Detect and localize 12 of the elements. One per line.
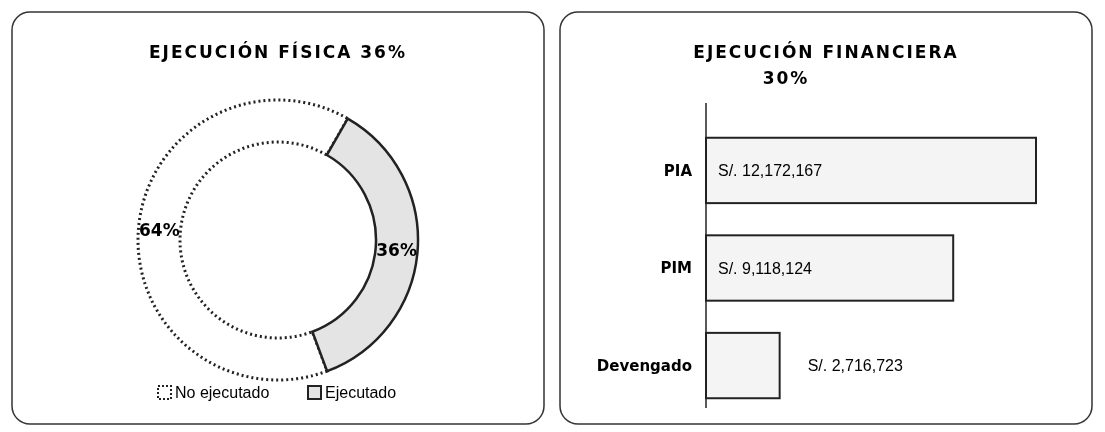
data-label: S/. 2,716,723 xyxy=(807,357,903,375)
data-label: 36% xyxy=(376,239,417,260)
data-label: 64% xyxy=(139,220,180,241)
data-label: S/. 12,172,167 xyxy=(718,162,823,180)
y-tick-label: Devengado xyxy=(596,356,692,375)
chart-title: EJECUCIÓN FINANCIERA 30% xyxy=(693,41,959,88)
data-label: S/. 9,118,124 xyxy=(718,259,813,277)
legend-label: Ejecutado xyxy=(325,384,397,401)
y-tick-label: PIM xyxy=(660,259,692,278)
chart-title: EJECUCIÓN FÍSICA 36% xyxy=(149,41,407,62)
y-tick-label: PIA xyxy=(663,161,693,180)
legend-label: No ejecutado xyxy=(175,384,270,401)
